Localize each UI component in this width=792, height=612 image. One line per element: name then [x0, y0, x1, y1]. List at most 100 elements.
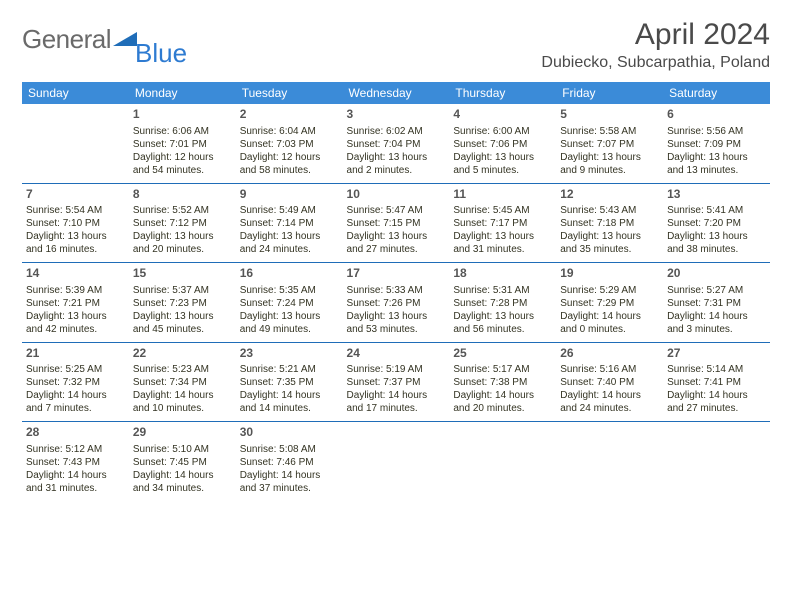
- sunrise-text: Sunrise: 5:27 AM: [667, 284, 766, 297]
- day-number: 14: [26, 266, 125, 282]
- day-number: 4: [453, 107, 552, 123]
- sunrise-text: Sunrise: 5:58 AM: [560, 125, 659, 138]
- day-number: 20: [667, 266, 766, 282]
- sunset-text: Sunset: 7:01 PM: [133, 138, 232, 151]
- location-text: Dubiecko, Subcarpathia, Poland: [541, 54, 770, 72]
- weekday-wed: Wednesday: [343, 82, 450, 104]
- day-cell: [663, 422, 770, 501]
- sunrise-text: Sunrise: 5:52 AM: [133, 204, 232, 217]
- daylight-text: Daylight: 13 hours and 5 minutes.: [453, 151, 552, 177]
- sunrise-text: Sunrise: 5:56 AM: [667, 125, 766, 138]
- daylight-text: Daylight: 12 hours and 54 minutes.: [133, 151, 232, 177]
- sunrise-text: Sunrise: 5:35 AM: [240, 284, 339, 297]
- day-cell: 25Sunrise: 5:17 AMSunset: 7:38 PMDayligh…: [449, 342, 556, 422]
- day-cell: 18Sunrise: 5:31 AMSunset: 7:28 PMDayligh…: [449, 263, 556, 343]
- weekday-tue: Tuesday: [236, 82, 343, 104]
- day-number: 11: [453, 187, 552, 203]
- daylight-text: Daylight: 14 hours and 31 minutes.: [26, 469, 125, 495]
- day-number: 30: [240, 425, 339, 441]
- day-number: 22: [133, 346, 232, 362]
- sunset-text: Sunset: 7:03 PM: [240, 138, 339, 151]
- sunrise-text: Sunrise: 5:23 AM: [133, 363, 232, 376]
- sunrise-text: Sunrise: 6:04 AM: [240, 125, 339, 138]
- day-number: 3: [347, 107, 446, 123]
- sunset-text: Sunset: 7:07 PM: [560, 138, 659, 151]
- daylight-text: Daylight: 13 hours and 56 minutes.: [453, 310, 552, 336]
- day-cell: 8Sunrise: 5:52 AMSunset: 7:12 PMDaylight…: [129, 183, 236, 263]
- day-number: 21: [26, 346, 125, 362]
- week-row: 7Sunrise: 5:54 AMSunset: 7:10 PMDaylight…: [22, 183, 770, 263]
- day-number: 15: [133, 266, 232, 282]
- daylight-text: Daylight: 14 hours and 17 minutes.: [347, 389, 446, 415]
- day-number: 29: [133, 425, 232, 441]
- day-cell: 26Sunrise: 5:16 AMSunset: 7:40 PMDayligh…: [556, 342, 663, 422]
- daylight-text: Daylight: 13 hours and 9 minutes.: [560, 151, 659, 177]
- title-block: April 2024 Dubiecko, Subcarpathia, Polan…: [541, 18, 770, 72]
- day-cell: 27Sunrise: 5:14 AMSunset: 7:41 PMDayligh…: [663, 342, 770, 422]
- sunrise-text: Sunrise: 5:54 AM: [26, 204, 125, 217]
- day-number: 27: [667, 346, 766, 362]
- sunset-text: Sunset: 7:09 PM: [667, 138, 766, 151]
- daylight-text: Daylight: 14 hours and 0 minutes.: [560, 310, 659, 336]
- week-row: 14Sunrise: 5:39 AMSunset: 7:21 PMDayligh…: [22, 263, 770, 343]
- day-cell: 10Sunrise: 5:47 AMSunset: 7:15 PMDayligh…: [343, 183, 450, 263]
- sunrise-text: Sunrise: 5:45 AM: [453, 204, 552, 217]
- day-cell: 15Sunrise: 5:37 AMSunset: 7:23 PMDayligh…: [129, 263, 236, 343]
- sunset-text: Sunset: 7:10 PM: [26, 217, 125, 230]
- day-number: 9: [240, 187, 339, 203]
- sunrise-text: Sunrise: 5:43 AM: [560, 204, 659, 217]
- sunrise-text: Sunrise: 5:17 AM: [453, 363, 552, 376]
- day-cell: 9Sunrise: 5:49 AMSunset: 7:14 PMDaylight…: [236, 183, 343, 263]
- daylight-text: Daylight: 13 hours and 2 minutes.: [347, 151, 446, 177]
- sunrise-text: Sunrise: 6:00 AM: [453, 125, 552, 138]
- daylight-text: Daylight: 13 hours and 16 minutes.: [26, 230, 125, 256]
- daylight-text: Daylight: 12 hours and 58 minutes.: [240, 151, 339, 177]
- sunrise-text: Sunrise: 5:33 AM: [347, 284, 446, 297]
- weekday-fri: Friday: [556, 82, 663, 104]
- sunset-text: Sunset: 7:24 PM: [240, 297, 339, 310]
- sunrise-text: Sunrise: 5:08 AM: [240, 443, 339, 456]
- day-cell: 29Sunrise: 5:10 AMSunset: 7:45 PMDayligh…: [129, 422, 236, 501]
- day-cell: 28Sunrise: 5:12 AMSunset: 7:43 PMDayligh…: [22, 422, 129, 501]
- week-row: 28Sunrise: 5:12 AMSunset: 7:43 PMDayligh…: [22, 422, 770, 501]
- daylight-text: Daylight: 13 hours and 20 minutes.: [133, 230, 232, 256]
- sunset-text: Sunset: 7:06 PM: [453, 138, 552, 151]
- day-cell: 7Sunrise: 5:54 AMSunset: 7:10 PMDaylight…: [22, 183, 129, 263]
- day-number: 1: [133, 107, 232, 123]
- daylight-text: Daylight: 13 hours and 27 minutes.: [347, 230, 446, 256]
- day-cell: 4 Sunrise: 6:00 AMSunset: 7:06 PMDaylight…: [449, 104, 556, 183]
- sunset-text: Sunset: 7:17 PM: [453, 217, 552, 230]
- day-number: 19: [560, 266, 659, 282]
- daylight-text: Daylight: 14 hours and 20 minutes.: [453, 389, 552, 415]
- sunrise-text: Sunrise: 6:06 AM: [133, 125, 232, 138]
- day-number: 25: [453, 346, 552, 362]
- sunset-text: Sunset: 7:41 PM: [667, 376, 766, 389]
- daylight-text: Daylight: 13 hours and 24 minutes.: [240, 230, 339, 256]
- sunset-text: Sunset: 7:12 PM: [133, 217, 232, 230]
- daylight-text: Daylight: 14 hours and 34 minutes.: [133, 469, 232, 495]
- day-number: 6: [667, 107, 766, 123]
- day-cell: 3Sunrise: 6:02 AMSunset: 7:04 PMDaylight…: [343, 104, 450, 183]
- day-cell: 17Sunrise: 5:33 AMSunset: 7:26 PMDayligh…: [343, 263, 450, 343]
- sunrise-text: Sunrise: 5:31 AM: [453, 284, 552, 297]
- logo: General Blue: [22, 24, 187, 55]
- day-number: 7: [26, 187, 125, 203]
- day-cell: 22Sunrise: 5:23 AMSunset: 7:34 PMDayligh…: [129, 342, 236, 422]
- day-cell: 20Sunrise: 5:27 AMSunset: 7:31 PMDayligh…: [663, 263, 770, 343]
- day-number: 16: [240, 266, 339, 282]
- day-cell: 2 Sunrise: 6:04 AMSunset: 7:03 PMDaylight…: [236, 104, 343, 183]
- daylight-text: Daylight: 13 hours and 38 minutes.: [667, 230, 766, 256]
- day-cell: 24Sunrise: 5:19 AMSunset: 7:37 PMDayligh…: [343, 342, 450, 422]
- sunrise-text: Sunrise: 6:02 AM: [347, 125, 446, 138]
- day-cell: 6Sunrise: 5:56 AMSunset: 7:09 PMDaylight…: [663, 104, 770, 183]
- day-number: 28: [26, 425, 125, 441]
- sunset-text: Sunset: 7:34 PM: [133, 376, 232, 389]
- day-cell: 11Sunrise: 5:45 AMSunset: 7:17 PMDayligh…: [449, 183, 556, 263]
- calendar-table: Sunday Monday Tuesday Wednesday Thursday…: [22, 82, 770, 501]
- day-cell: 14Sunrise: 5:39 AMSunset: 7:21 PMDayligh…: [22, 263, 129, 343]
- day-number: 26: [560, 346, 659, 362]
- day-cell: 21Sunrise: 5:25 AMSunset: 7:32 PMDayligh…: [22, 342, 129, 422]
- day-number: 2: [240, 107, 339, 123]
- sunset-text: Sunset: 7:18 PM: [560, 217, 659, 230]
- weekday-thu: Thursday: [449, 82, 556, 104]
